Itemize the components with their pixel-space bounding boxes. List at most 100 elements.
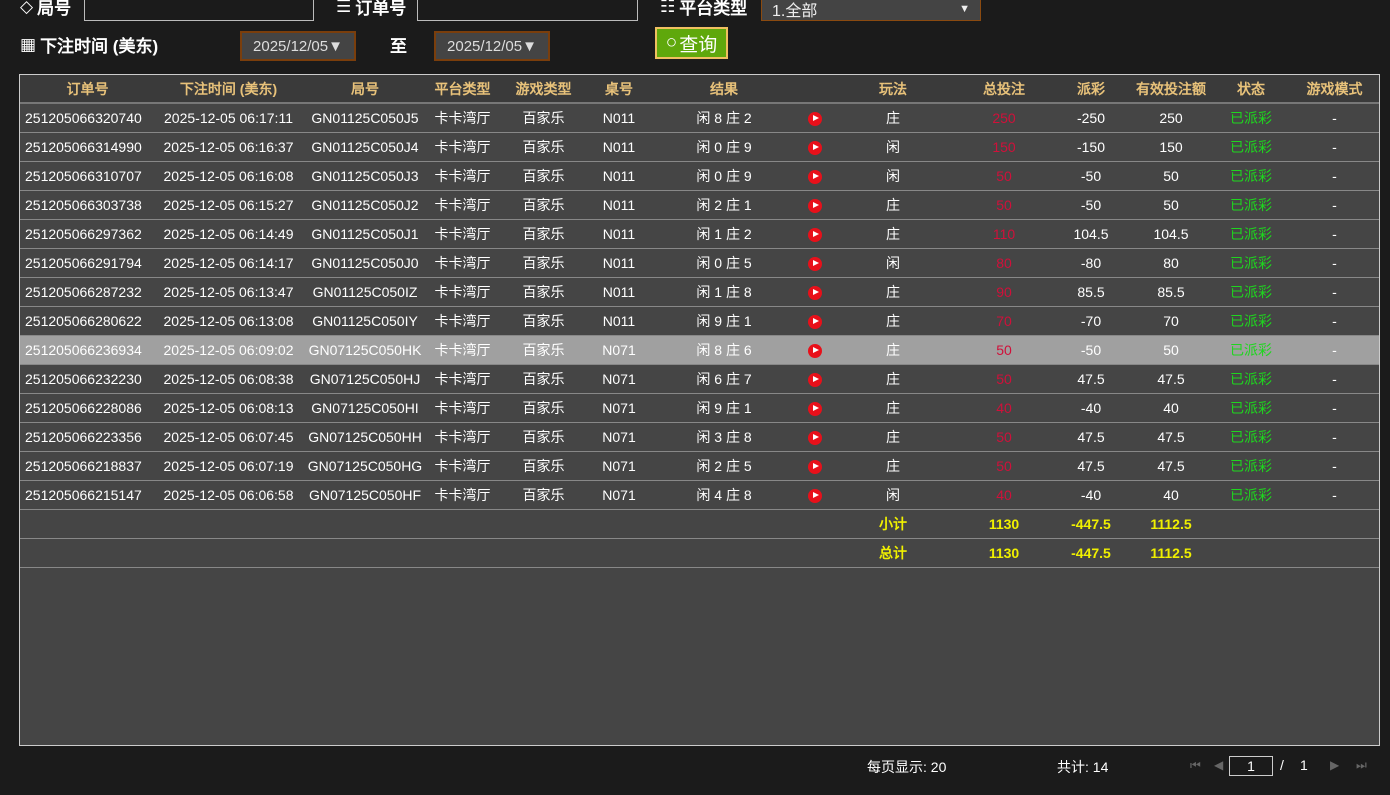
platform-select[interactable]: 1.全部 ▼ bbox=[761, 0, 981, 21]
cell: 庄 bbox=[830, 422, 956, 452]
video-replay-button[interactable] bbox=[800, 190, 830, 220]
video-replay-button[interactable] bbox=[800, 422, 830, 452]
video-replay-button[interactable] bbox=[800, 393, 830, 423]
cell: 50 bbox=[956, 451, 1052, 481]
video-replay-button[interactable] bbox=[800, 451, 830, 481]
table-row[interactable]: 251205066280622 2025-12-05 06:13:08 GN0112… bbox=[20, 306, 1379, 336]
cell: 已派彩 bbox=[1212, 364, 1290, 394]
date-from-select[interactable]: 2025/12/05▼ bbox=[240, 31, 356, 61]
cell: 150 bbox=[956, 132, 1052, 162]
play-icon bbox=[808, 198, 822, 213]
video-replay-button[interactable] bbox=[800, 103, 830, 133]
cell: - bbox=[1290, 480, 1379, 510]
cell: GN01125C050J0 bbox=[302, 248, 428, 278]
cell: N011 bbox=[590, 277, 648, 307]
table-row[interactable]: 251205066232230 2025-12-05 06:08:38 GN0712… bbox=[20, 364, 1379, 394]
cell: 2025-12-05 06:13:08 bbox=[155, 306, 302, 336]
table-row[interactable]: 251205066215147 2025-12-05 06:06:58 GN0712… bbox=[20, 480, 1379, 510]
column-header: 状态 bbox=[1212, 75, 1290, 104]
cell: -447.5 bbox=[1052, 538, 1130, 568]
cell bbox=[497, 509, 590, 539]
table-row[interactable]: 251205066291794 2025-12-05 06:14:17 GN0112… bbox=[20, 248, 1379, 278]
cell: 2025-12-05 06:07:45 bbox=[155, 422, 302, 452]
dropdown-arrow-icon: ▼ bbox=[959, 2, 970, 15]
order-no-input[interactable] bbox=[417, 0, 638, 21]
cell: 已派彩 bbox=[1212, 277, 1290, 307]
page-separator: / bbox=[1280, 757, 1284, 773]
cell: 闲 2 庄 5 bbox=[648, 451, 800, 481]
video-replay-button[interactable] bbox=[800, 480, 830, 510]
cell: 闲 2 庄 1 bbox=[648, 190, 800, 220]
video-replay-button[interactable] bbox=[800, 306, 830, 336]
cell: -150 bbox=[1052, 132, 1130, 162]
cell: -40 bbox=[1052, 393, 1130, 423]
cell: N071 bbox=[590, 451, 648, 481]
column-header: 结果 bbox=[648, 75, 800, 104]
table-row[interactable]: 251205066287232 2025-12-05 06:13:47 GN0112… bbox=[20, 277, 1379, 307]
cell: 70 bbox=[956, 306, 1052, 336]
video-replay-button[interactable] bbox=[800, 132, 830, 162]
cell: GN07125C050HF bbox=[302, 480, 428, 510]
cell: 卡卡湾厅 bbox=[428, 161, 497, 191]
cell: -250 bbox=[1052, 103, 1130, 133]
cell: - bbox=[1290, 306, 1379, 336]
video-replay-button[interactable] bbox=[800, 364, 830, 394]
cell: 251205066218837 bbox=[20, 451, 155, 481]
video-replay-button[interactable] bbox=[800, 335, 830, 365]
prev-page-icon[interactable]: ◀ bbox=[1214, 758, 1224, 772]
table-row[interactable]: 251205066297362 2025-12-05 06:14:49 GN0112… bbox=[20, 219, 1379, 249]
cell bbox=[1212, 538, 1290, 568]
cell: 闲 9 庄 1 bbox=[648, 306, 800, 336]
cell: N011 bbox=[590, 248, 648, 278]
cell: 庄 bbox=[830, 277, 956, 307]
column-header: 桌号 bbox=[590, 75, 648, 104]
cell bbox=[497, 538, 590, 568]
date-to-select[interactable]: 2025/12/05▼ bbox=[434, 31, 550, 61]
table-row[interactable]: 251205066236934 2025-12-05 06:09:02 GN0712… bbox=[20, 335, 1379, 365]
column-header: 派彩 bbox=[1052, 75, 1130, 104]
video-replay-button[interactable] bbox=[800, 161, 830, 191]
page-input[interactable] bbox=[1229, 756, 1273, 776]
table-row[interactable]: 251205066314990 2025-12-05 06:16:37 GN0112… bbox=[20, 132, 1379, 162]
cell: 150 bbox=[1130, 132, 1212, 162]
cell: 50 bbox=[956, 422, 1052, 452]
first-page-icon[interactable]: ⏮ bbox=[1190, 758, 1201, 772]
cell: 百家乐 bbox=[497, 422, 590, 452]
cell: - bbox=[1290, 132, 1379, 162]
cell: 卡卡湾厅 bbox=[428, 451, 497, 481]
table-row[interactable]: 251205066310707 2025-12-05 06:16:08 GN0112… bbox=[20, 161, 1379, 191]
table-row[interactable]: 251205066228086 2025-12-05 06:08:13 GN0712… bbox=[20, 393, 1379, 423]
cell: 百家乐 bbox=[497, 480, 590, 510]
calendar-icon: ▦ bbox=[20, 34, 37, 54]
column-header: 局号 bbox=[302, 75, 428, 104]
cell: 40 bbox=[956, 480, 1052, 510]
cell: GN01125C050IZ bbox=[302, 277, 428, 307]
table-row[interactable]: 251205066303738 2025-12-05 06:15:27 GN0112… bbox=[20, 190, 1379, 220]
game-no-input[interactable] bbox=[84, 0, 314, 21]
table-row[interactable]: 251205066223356 2025-12-05 06:07:45 GN0712… bbox=[20, 422, 1379, 452]
video-replay-button[interactable] bbox=[800, 219, 830, 249]
cell: 47.5 bbox=[1130, 422, 1212, 452]
cell: 百家乐 bbox=[497, 451, 590, 481]
query-button[interactable]: ○ 查询 bbox=[655, 27, 728, 59]
video-replay-button[interactable] bbox=[800, 248, 830, 278]
table-row[interactable]: 251205066320740 2025-12-05 06:17:11 GN0112… bbox=[20, 103, 1379, 133]
cell: 251205066310707 bbox=[20, 161, 155, 191]
cell: 251205066287232 bbox=[20, 277, 155, 307]
cell: 闲 bbox=[830, 248, 956, 278]
cell: N011 bbox=[590, 219, 648, 249]
cell: 庄 bbox=[830, 393, 956, 423]
table-row[interactable]: 251205066218837 2025-12-05 06:07:19 GN0712… bbox=[20, 451, 1379, 481]
cell: 庄 bbox=[830, 306, 956, 336]
column-header: 游戏类型 bbox=[497, 75, 590, 104]
column-header: 玩法 bbox=[830, 75, 956, 104]
last-page-icon[interactable]: ⏭ bbox=[1356, 758, 1367, 772]
cell: 闲 0 庄 9 bbox=[648, 161, 800, 191]
video-replay-button[interactable] bbox=[800, 277, 830, 307]
play-icon bbox=[808, 169, 822, 184]
cell: N011 bbox=[590, 161, 648, 191]
cell: - bbox=[1290, 393, 1379, 423]
next-page-icon[interactable]: ▶ bbox=[1330, 758, 1340, 772]
cell: 百家乐 bbox=[497, 335, 590, 365]
cell: 251205066236934 bbox=[20, 335, 155, 365]
